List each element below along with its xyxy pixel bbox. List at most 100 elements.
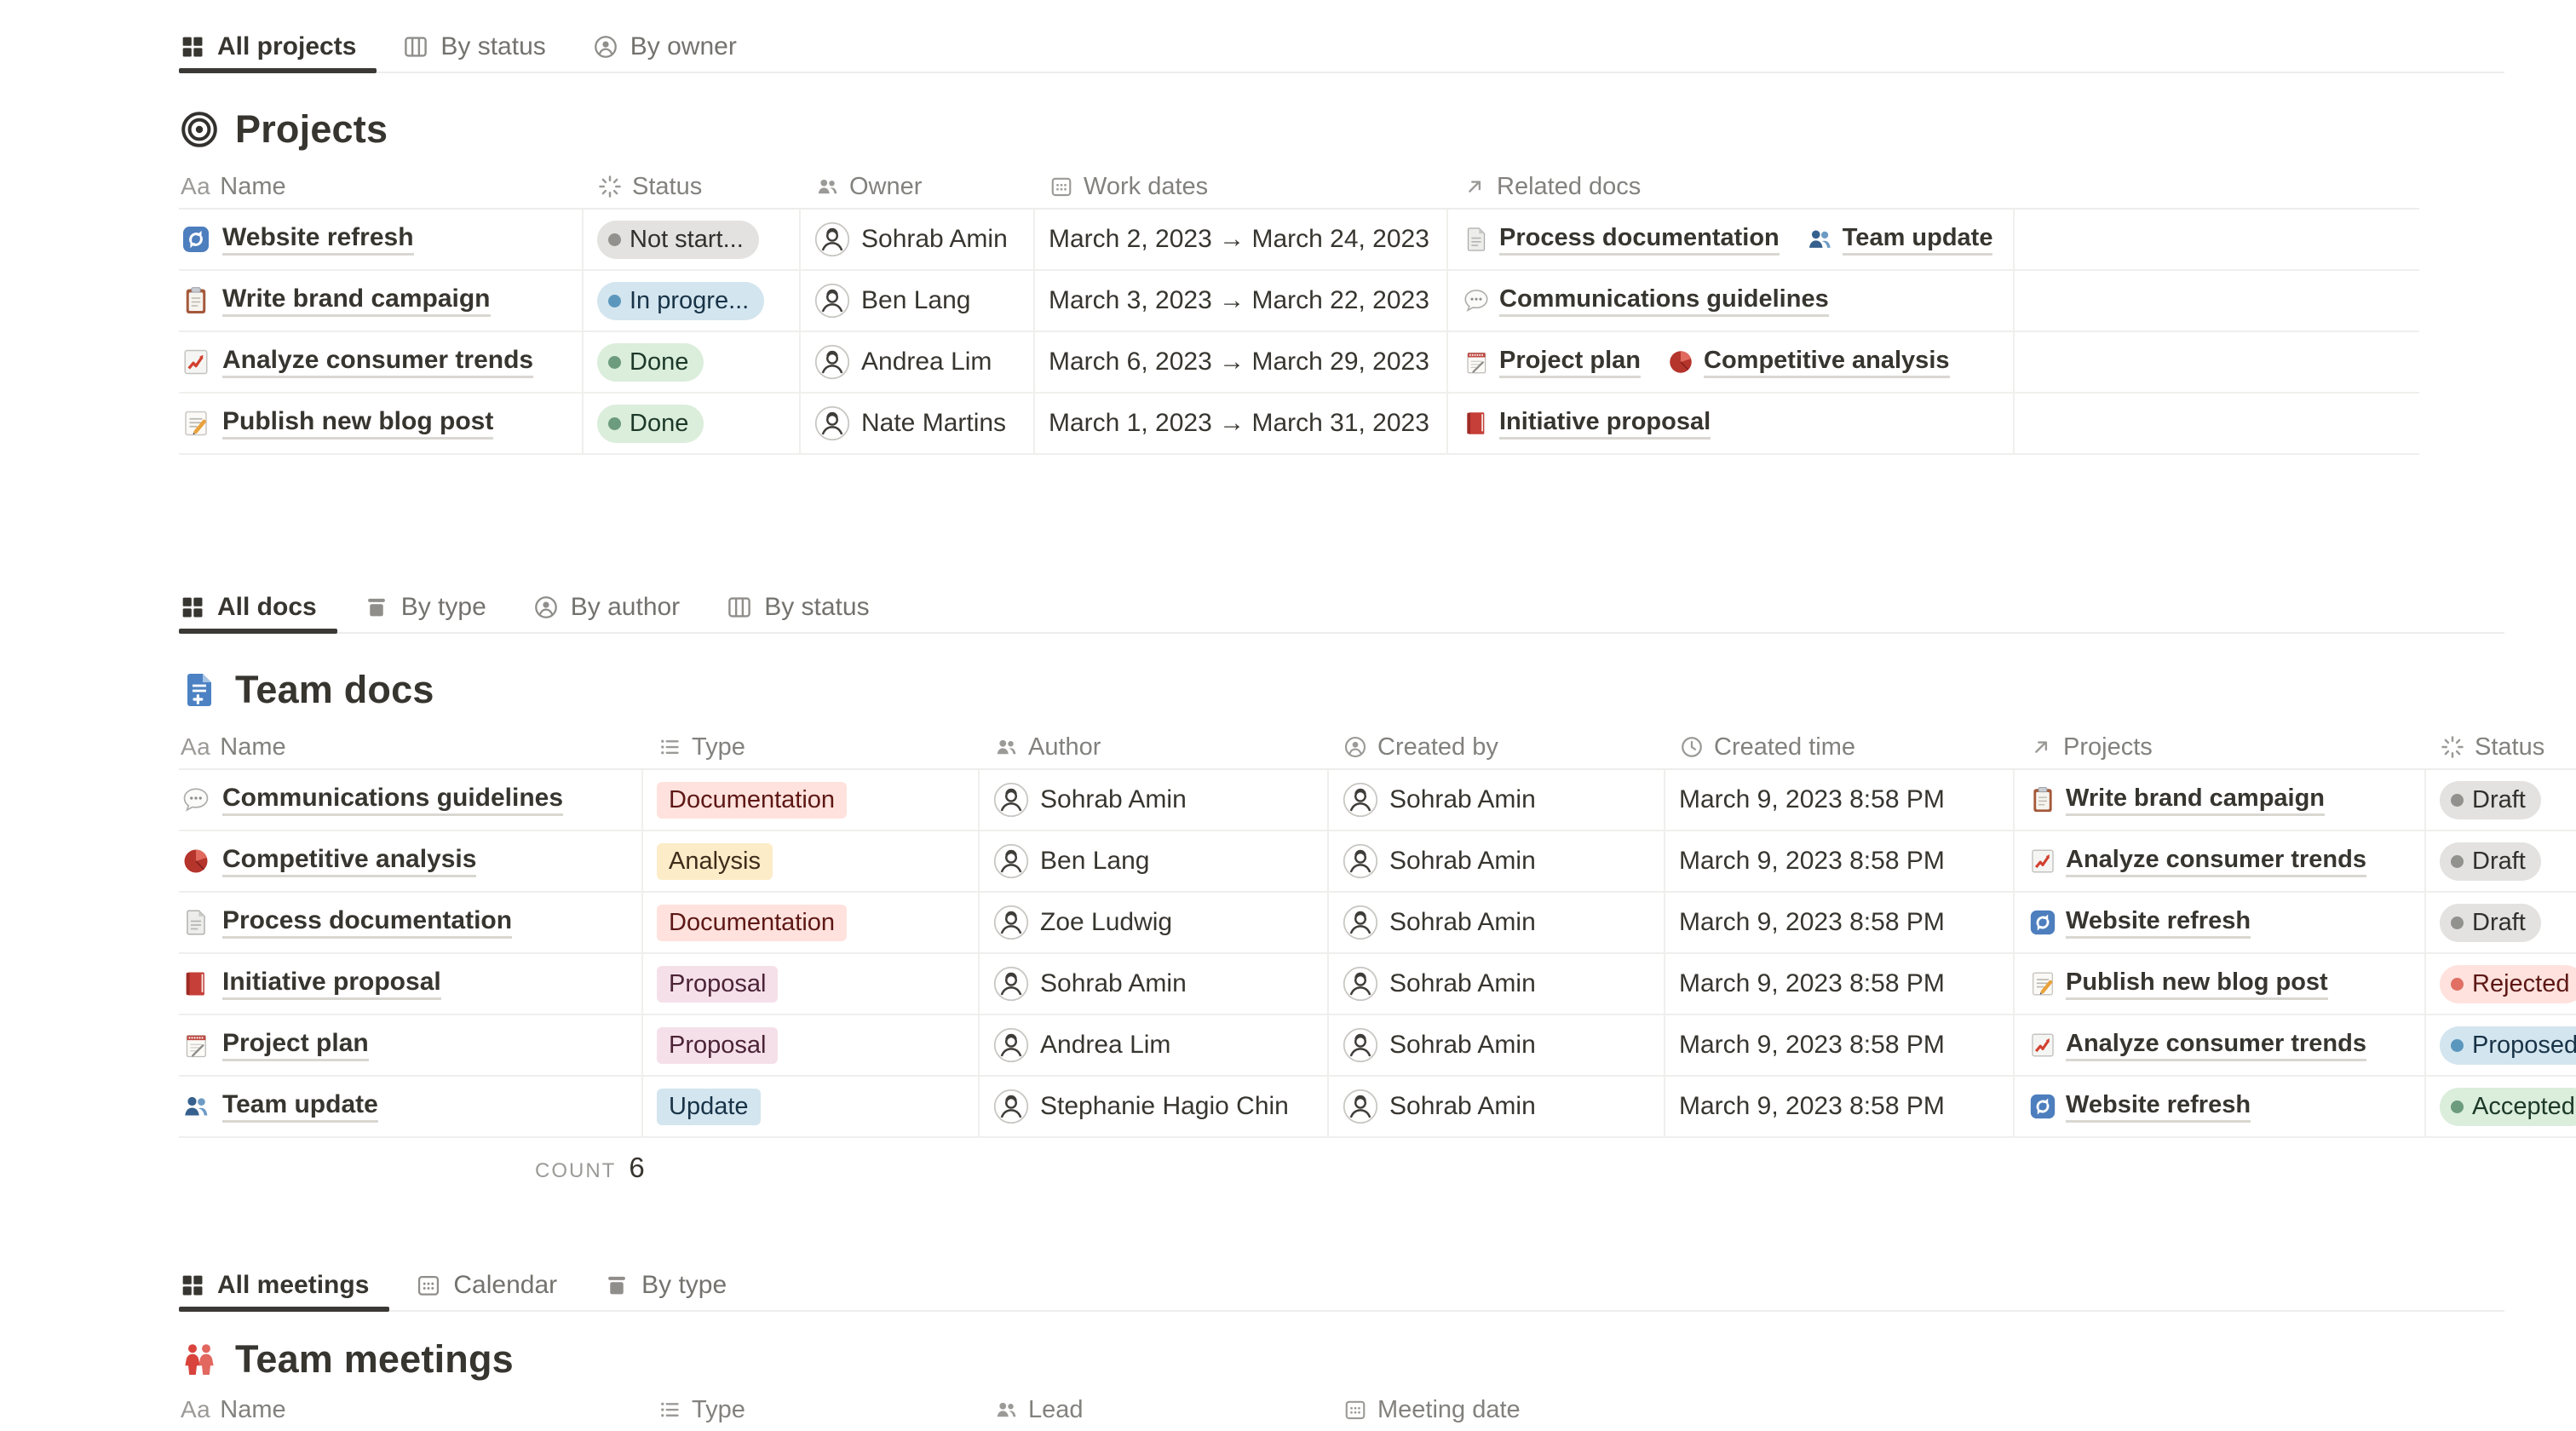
type-cell[interactable]: Proposal <box>643 954 980 1014</box>
related-docs-cell[interactable]: Project plan Competitive analysis <box>1448 332 2015 392</box>
table-row[interactable]: Analyze consumer trends Done Andrea Lim … <box>179 332 2419 394</box>
projects-relation-cell[interactable]: Website refresh <box>2015 1077 2426 1136</box>
type-tag[interactable]: Documentation <box>657 904 848 941</box>
type-tag[interactable]: Documentation <box>657 781 848 819</box>
status-badge[interactable]: Not start... <box>597 220 759 259</box>
name-cell[interactable]: Communications guidelines <box>179 770 643 830</box>
name-cell[interactable]: Publish new blog post <box>179 394 584 453</box>
created-by-cell[interactable]: Sohrab Amin <box>1329 1077 1665 1136</box>
type-cell[interactable]: Proposal <box>643 1015 980 1075</box>
type-cell[interactable]: Documentation <box>643 893 980 952</box>
name-cell[interactable]: Initiative proposal <box>179 954 643 1014</box>
name-cell[interactable]: Analyze consumer trends <box>179 332 584 392</box>
column-header-owner[interactable]: Owner <box>801 173 1035 201</box>
table-row[interactable]: Initiative proposal Proposal Sohrab Amin… <box>179 954 2576 1015</box>
column-header-projects[interactable]: Projects <box>2015 733 2426 761</box>
page-link[interactable]: Analyze consumer trends <box>2066 1030 2366 1061</box>
status-badge[interactable]: Draft <box>2440 842 2541 881</box>
type-cell[interactable]: Analysis <box>643 831 980 891</box>
page-link[interactable]: Publish new blog post <box>222 407 494 440</box>
column-header-related-docs[interactable]: Related docs <box>1448 173 2015 201</box>
name-cell[interactable]: Team update <box>179 1077 643 1136</box>
tab-calendar[interactable]: Calendar <box>415 1261 581 1310</box>
name-cell[interactable]: Project plan <box>179 1015 643 1075</box>
projects-relation-cell[interactable]: Analyze consumer trends <box>2015 1015 2426 1075</box>
status-cell[interactable]: Not start... <box>584 210 801 269</box>
author-cell[interactable]: Sohrab Amin <box>980 770 1329 830</box>
page-link[interactable]: Initiative proposal <box>222 968 441 1000</box>
page-link[interactable]: Project plan <box>222 1029 369 1061</box>
column-header-status[interactable]: Status <box>584 173 801 201</box>
work-dates-cell[interactable]: March 6, 2023 → March 29, 2023 <box>1035 332 1448 392</box>
owner-cell[interactable]: Nate Martins <box>801 394 1035 453</box>
page-link[interactable]: Analyze consumer trends <box>2066 846 2366 877</box>
related-docs-cell[interactable]: Initiative proposal <box>1448 394 2015 453</box>
column-header-created-by[interactable]: Created by <box>1329 733 1665 761</box>
owner-cell[interactable]: Andrea Lim <box>801 332 1035 392</box>
author-cell[interactable]: Ben Lang <box>980 831 1329 891</box>
tab-by-status[interactable]: By status <box>726 583 893 632</box>
status-cell[interactable]: In progre... <box>584 271 801 330</box>
created-by-cell[interactable]: Sohrab Amin <box>1329 1015 1665 1075</box>
created-time-cell[interactable]: March 9, 2023 8:58 PM <box>1665 893 2015 952</box>
name-cell[interactable]: Process documentation <box>179 893 643 952</box>
page-link[interactable]: Publish new blog post <box>2066 968 2328 1000</box>
status-badge[interactable]: Done <box>597 404 704 443</box>
type-tag[interactable]: Analysis <box>657 842 773 880</box>
page-link[interactable]: Website refresh <box>2066 907 2251 939</box>
tab-all-projects[interactable]: All projects <box>179 22 380 73</box>
owner-cell[interactable]: Sohrab Amin <box>801 210 1035 269</box>
column-header-work-dates[interactable]: Work dates <box>1035 173 1448 201</box>
page-link[interactable]: Analyze consumer trends <box>222 346 534 378</box>
status-cell[interactable]: Proposed <box>2426 1015 2576 1075</box>
tab-by-author[interactable]: By author <box>532 583 704 632</box>
tab-all-meetings[interactable]: All meetings <box>179 1261 393 1312</box>
related-docs-cell[interactable]: Process documentation Team update <box>1448 210 2015 269</box>
type-tag[interactable]: Proposal <box>657 1026 779 1064</box>
related-docs-cell[interactable]: Communications guidelines <box>1448 271 2015 330</box>
page-link[interactable]: Process documentation <box>1499 224 1780 256</box>
status-badge[interactable]: Draft <box>2440 780 2541 819</box>
table-row[interactable]: Process documentation Documentation Zoe … <box>179 893 2576 954</box>
page-link[interactable]: Team update <box>1842 224 1993 256</box>
status-badge[interactable]: Done <box>597 342 704 382</box>
docs-count[interactable]: COUNT 6 <box>179 1138 2576 1184</box>
page-link[interactable]: Website refresh <box>222 223 414 256</box>
author-cell[interactable]: Stephanie Hagio Chin <box>980 1077 1329 1136</box>
created-time-cell[interactable]: March 9, 2023 8:58 PM <box>1665 1015 2015 1075</box>
owner-cell[interactable]: Ben Lang <box>801 271 1035 330</box>
page-link[interactable]: Communications guidelines <box>1499 285 1829 317</box>
type-tag[interactable]: Proposal <box>657 965 779 1003</box>
name-cell[interactable]: Competitive analysis <box>179 831 643 891</box>
column-header-name[interactable]: Aa Name <box>179 1396 643 1424</box>
work-dates-cell[interactable]: March 1, 2023 → March 31, 2023 <box>1035 394 1448 453</box>
type-cell[interactable]: Update <box>643 1077 980 1136</box>
tab-by-type[interactable]: By type <box>603 1261 750 1310</box>
table-row[interactable]: Competitive analysis Analysis Ben Lang S… <box>179 831 2576 893</box>
name-cell[interactable]: Website refresh <box>179 210 584 269</box>
column-header-author[interactable]: Author <box>980 733 1329 761</box>
author-cell[interactable]: Zoe Ludwig <box>980 893 1329 952</box>
status-badge[interactable]: Rejected <box>2440 964 2576 1003</box>
created-by-cell[interactable]: Sohrab Amin <box>1329 770 1665 830</box>
created-by-cell[interactable]: Sohrab Amin <box>1329 831 1665 891</box>
status-cell[interactable]: Done <box>584 394 801 453</box>
status-cell[interactable]: Rejected <box>2426 954 2576 1014</box>
table-row[interactable]: Write brand campaign In progre... Ben La… <box>179 271 2419 332</box>
column-header-type[interactable]: Type <box>643 733 980 761</box>
projects-relation-cell[interactable]: Analyze consumer trends <box>2015 831 2426 891</box>
status-cell[interactable]: Draft <box>2426 831 2576 891</box>
type-cell[interactable]: Documentation <box>643 770 980 830</box>
column-header-name[interactable]: Aa Name <box>179 733 643 761</box>
status-badge[interactable]: Draft <box>2440 903 2541 942</box>
status-badge[interactable]: Proposed <box>2440 1026 2576 1065</box>
status-badge[interactable]: In progre... <box>597 281 765 320</box>
column-header-meeting-date[interactable]: Meeting date <box>1329 1396 1742 1424</box>
tab-all-docs[interactable]: All docs <box>179 583 341 634</box>
page-link[interactable]: Write brand campaign <box>2066 784 2326 816</box>
page-link[interactable]: Competitive analysis <box>1704 347 1950 378</box>
author-cell[interactable]: Sohrab Amin <box>980 954 1329 1014</box>
table-row[interactable]: Website refresh Not start... Sohrab Amin… <box>179 210 2419 271</box>
column-header-lead[interactable]: Lead <box>980 1396 1329 1424</box>
column-header-status[interactable]: Status <box>2426 733 2576 761</box>
